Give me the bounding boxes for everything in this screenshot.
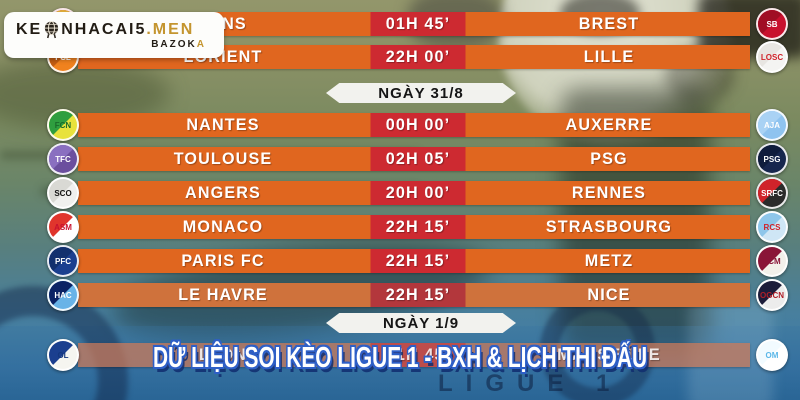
away-team-logo: RCS (756, 211, 788, 243)
brand-name-start: KE (16, 20, 43, 38)
home-team-name: PARIS FC (181, 251, 265, 270)
away-team-logo: OGCN (756, 279, 788, 311)
match-row[interactable]: SCO ANGERS 20H 00’ RENNES SRFC (0, 177, 800, 209)
away-team-name: BREST (578, 14, 640, 33)
badge-initials: PFC (55, 256, 71, 266)
home-team-name: TOULOUSE (173, 149, 273, 168)
match-row[interactable]: HAC LE HAVRE 22H 15’ NICE OGCN (0, 279, 800, 311)
brand-tagline: BAZOKA (151, 39, 206, 50)
home-team-name: NANTES (186, 115, 260, 134)
date-label: NGÀY 1/9 (382, 314, 460, 332)
brand-name: KE NHACAI5 .MEN (16, 20, 214, 39)
badge-initials: FCM (763, 256, 781, 266)
match-time: 20H 00’ (370, 181, 466, 205)
home-team-logo: OL (47, 339, 79, 371)
brand-tagline-main: BAZOK (151, 39, 197, 50)
home-team-name: LYON (199, 345, 247, 364)
away-team-logo: SRFC (756, 177, 788, 209)
home-team-logo: HAC (47, 279, 79, 311)
match-bar: TOULOUSE 02H 05’ PSG (78, 147, 750, 171)
badge-initials: HAC (54, 290, 72, 300)
badge-initials: TFC (55, 154, 71, 164)
away-team-logo: PSG (756, 143, 788, 175)
away-team-logo: OM (756, 339, 788, 371)
match-row[interactable]: ASM MONACO 22H 15’ STRASBOURG RCS (0, 211, 800, 243)
brand-logo[interactable]: KE NHACAI5 .MEN BAZOKA (4, 12, 224, 58)
ligue1-watermark-text: LIGUE 1 (438, 370, 623, 397)
badge-initials: RCS (763, 222, 781, 232)
home-team-name: MONACO (182, 217, 264, 236)
home-team-logo: FCN (47, 109, 79, 141)
match-bar: LE HAVRE 22H 15’ NICE (78, 283, 750, 307)
home-team-name: LE HAVRE (178, 285, 268, 304)
match-bar: ANGERS 20H 00’ RENNES (78, 181, 750, 205)
match-bar: PARIS FC 22H 15’ METZ (78, 249, 750, 273)
date-label: NGÀY 31/8 (378, 84, 464, 102)
match-bar: MONACO 22H 15’ STRASBOURG (78, 215, 750, 239)
badge-initials: PSG (763, 154, 781, 164)
away-team-name: PSG (590, 149, 628, 168)
badge-initials: SRFC (761, 188, 783, 198)
match-row[interactable]: PFC PARIS FC 22H 15’ METZ FCM (0, 245, 800, 277)
badge-initials: OM (765, 350, 779, 360)
away-team-name: AUXERRE (565, 115, 653, 134)
match-time: 01H 45’ (370, 343, 466, 367)
brand-name-suffix: .MEN (146, 20, 195, 38)
away-team-logo: FCM (756, 245, 788, 277)
date-banner: NGÀY 31/8 (326, 83, 516, 103)
away-team-name: MARSEILLE (557, 345, 661, 364)
match-row[interactable]: TFC TOULOUSE 02H 05’ PSG PSG (0, 143, 800, 175)
match-time: 00H 00’ (370, 113, 466, 137)
badge-initials: SB (766, 19, 778, 29)
away-team-name: METZ (584, 251, 634, 270)
match-time: 22H 15’ (370, 283, 466, 307)
home-team-logo: PFC (47, 245, 79, 277)
match-row[interactable]: OL LYON 01H 45’ MARSEILLE OM (0, 339, 800, 371)
home-team-name: ANGERS (185, 183, 261, 202)
match-row[interactable]: FCN NANTES 00H 00’ AUXERRE AJA (0, 109, 800, 141)
badge-initials: LOSC (760, 52, 784, 62)
home-team-logo: TFC (47, 143, 79, 175)
away-team-logo: SB (756, 8, 788, 40)
match-time: 01H 45’ (370, 12, 466, 36)
badge-initials: AJA (763, 120, 780, 130)
badge-initials: FCN (54, 120, 72, 130)
home-team-logo: SCO (47, 177, 79, 209)
badge-initials: OGCN (760, 290, 784, 300)
away-team-logo: LOSC (756, 41, 788, 73)
badge-initials: SCO (54, 188, 72, 198)
date-banner: NGÀY 1/9 (326, 313, 516, 333)
away-team-name: RENNES (571, 183, 647, 202)
match-time: 22H 15’ (370, 215, 466, 239)
home-team-logo: ASM (47, 211, 79, 243)
badge-initials: ASM (54, 222, 72, 232)
globe-mascot-icon (45, 21, 59, 39)
match-time: 22H 00’ (370, 45, 466, 69)
brand-tagline-accent: A (196, 39, 206, 50)
away-team-logo: AJA (756, 109, 788, 141)
away-team-name: STRASBOURG (545, 217, 673, 236)
away-team-name: LILLE (583, 47, 635, 66)
footer-title: DỮ LIỆU SOI KÈO LIGUE 1 - BXH & LỊCH THI… (152, 342, 648, 374)
match-bar: NANTES 00H 00’ AUXERRE (78, 113, 750, 137)
brand-name-mid: NHACAI5 (61, 20, 147, 38)
match-time: 02H 05’ (370, 147, 466, 171)
match-time: 22H 15’ (370, 249, 466, 273)
badge-initials: OL (57, 350, 69, 360)
away-team-name: NICE (587, 285, 631, 304)
match-bar: LYON 01H 45’ MARSEILLE (78, 343, 750, 367)
